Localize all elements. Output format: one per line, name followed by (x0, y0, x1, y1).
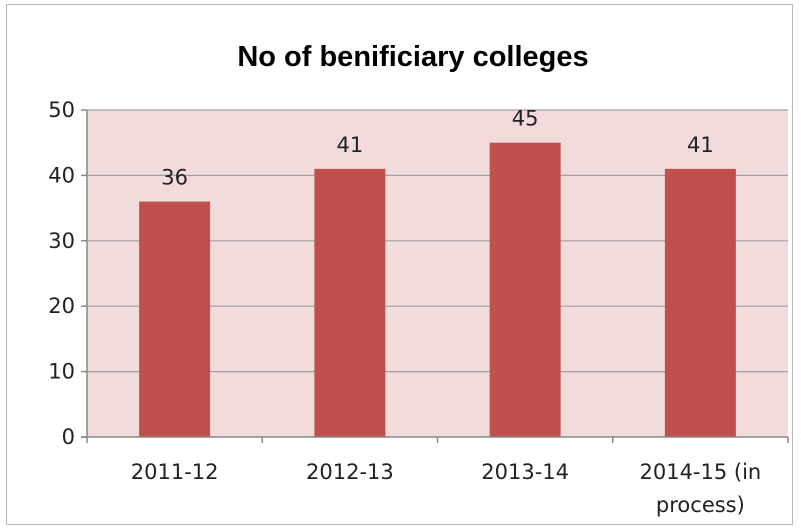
data-labels: 36 41 45 41 (161, 107, 713, 190)
bar-2011-12 (139, 201, 211, 437)
x-tick-label-2: 2013-14 (481, 460, 569, 484)
data-label-2011-12: 36 (161, 166, 188, 190)
bar-2013-14 (489, 142, 561, 437)
bars (139, 142, 736, 438)
axes (81, 109, 789, 443)
data-label-2013-14: 45 (512, 107, 539, 131)
y-tick-label-20: 20 (48, 294, 75, 318)
bar-2014-15 (in process) (664, 168, 736, 438)
y-tick-label-30: 30 (48, 229, 75, 253)
x-tick-label-0: 2011-12 (131, 460, 219, 484)
y-tick-labels: 0 10 20 30 40 50 (48, 98, 75, 449)
x-tick-label-3: 2014-15 (in process) (639, 460, 761, 517)
chart-title: No of benificiary colleges (237, 41, 588, 73)
y-tick-label-0: 0 (62, 425, 75, 449)
y-tick-label-50: 50 (48, 98, 75, 122)
x-tick-label-1: 2012-13 (306, 460, 394, 484)
y-tick-label-10: 10 (48, 360, 75, 384)
x-tick-labels: 2011-12 2012-13 2013-14 2014-15 (in process) (131, 460, 762, 517)
y-tick-label-40: 40 (48, 163, 75, 187)
bar-2012-13 (314, 168, 386, 438)
data-label-2014-15 (in process): 41 (687, 133, 714, 157)
data-label-2012-13: 41 (337, 133, 364, 157)
